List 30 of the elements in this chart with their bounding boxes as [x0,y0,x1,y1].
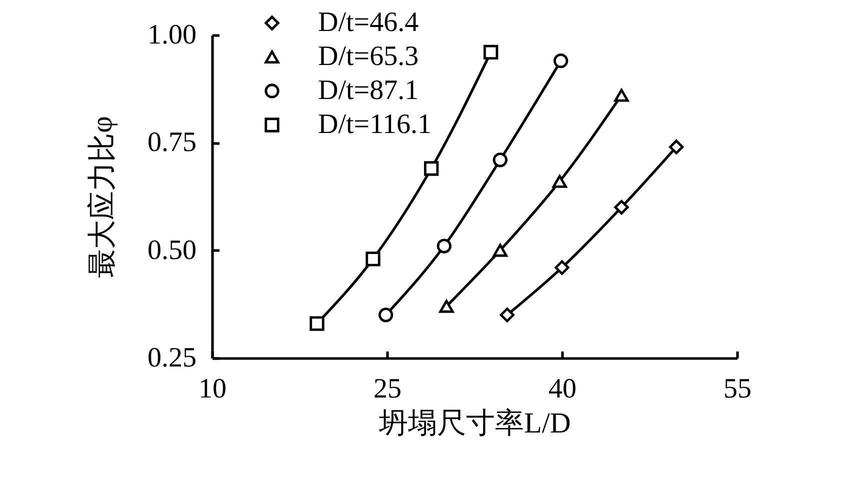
y-tick-label: 1.00 [148,20,196,50]
y-tick-label: 0.25 [148,342,196,374]
point [378,308,394,322]
point [614,88,629,102]
x-axis-title: 坍塌尺寸率L/D [378,408,571,440]
y-axis-title: 最大应力比φ [86,116,118,278]
point [552,174,567,188]
y-tick-label: 0.50 [148,234,196,266]
x-tick-label: 40 [548,374,576,404]
x-tick-label: 25 [374,374,402,404]
point [436,238,452,254]
x-tick-label: 55 [724,374,752,404]
legend-label: D/t=116.1 [318,109,432,140]
point [492,244,508,257]
point [424,161,439,176]
point [484,44,498,60]
y-tick-label: 0.75 [148,127,196,158]
point [500,308,514,322]
point [366,252,380,266]
point [614,200,629,215]
x-tick-label: 10 [198,374,226,404]
legend-label: D/t=46.4 [318,7,419,38]
point [492,152,508,168]
legend-label: D/t=65.3 [318,41,419,72]
point [669,140,684,154]
point [310,316,324,331]
legend-label: D/t=87.1 [318,75,419,106]
point [554,54,568,68]
point [439,300,454,313]
point [554,260,570,275]
